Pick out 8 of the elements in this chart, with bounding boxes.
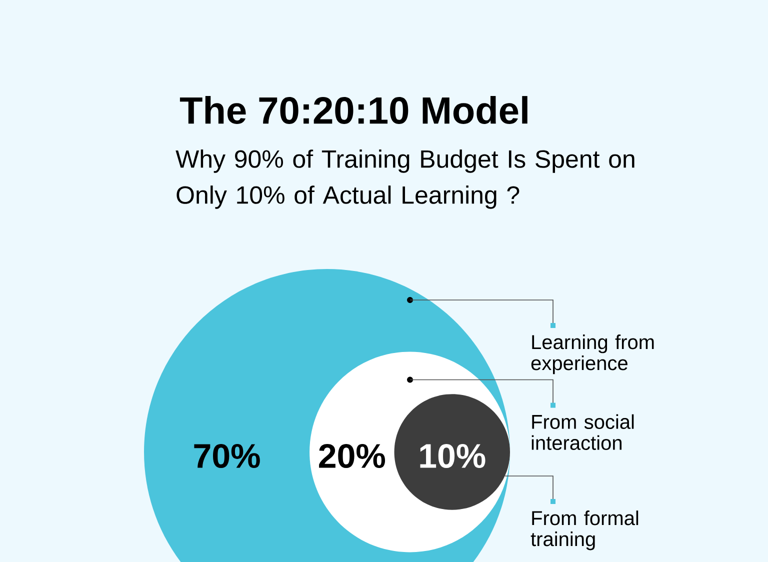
category-label: Learning from experience xyxy=(531,334,654,374)
category-label: From formal training xyxy=(530,510,638,550)
data-label: 20% xyxy=(319,444,386,468)
text: Why 90% of Training Budget Is Spent on Only 10% of Actual Learning ? xyxy=(176,150,634,209)
data-label: 10% xyxy=(420,444,486,468)
data-label: 70% xyxy=(194,444,260,468)
text: The 70:20:10 Model xyxy=(180,96,528,124)
category-label: From social interaction xyxy=(532,414,634,450)
